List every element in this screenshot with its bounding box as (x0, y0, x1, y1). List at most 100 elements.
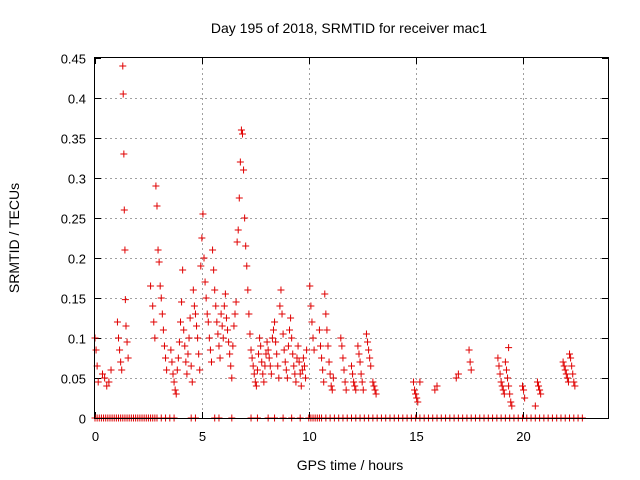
y-tick-label: 0.05 (61, 372, 86, 387)
data-point (113, 318, 121, 326)
data-point (121, 296, 129, 304)
data-point (196, 366, 204, 374)
data-point (414, 398, 422, 406)
data-point (315, 326, 323, 334)
y-tick-label: 0.35 (61, 132, 86, 147)
data-point (327, 382, 335, 390)
data-point (228, 374, 236, 382)
data-point (325, 358, 333, 366)
data-point (288, 334, 296, 342)
data-point (369, 378, 377, 386)
data-point (505, 344, 513, 352)
data-point (101, 374, 109, 382)
data-point (153, 202, 161, 210)
data-point (297, 382, 305, 390)
data-point (317, 342, 325, 350)
data-point (209, 246, 217, 254)
data-point (191, 310, 199, 318)
data-point (189, 286, 197, 294)
data-point (293, 354, 301, 362)
data-point (238, 130, 246, 138)
data-point (413, 394, 421, 402)
data-point (350, 378, 358, 386)
data-point (115, 334, 123, 342)
data-point (190, 302, 198, 310)
data-point (499, 386, 507, 394)
data-point (276, 302, 284, 310)
data-point (566, 350, 574, 358)
data-point (234, 226, 242, 234)
data-point (298, 366, 306, 374)
data-point (245, 310, 253, 318)
data-point (202, 294, 210, 302)
data-point (497, 378, 505, 386)
data-point (187, 362, 195, 370)
data-point (568, 362, 576, 370)
data-point (560, 362, 568, 370)
plot-frame (94, 57, 609, 419)
data-point (563, 374, 571, 382)
data-point (124, 354, 132, 362)
data-point (224, 326, 232, 334)
data-point (193, 322, 201, 330)
data-point (260, 378, 268, 386)
data-point (341, 378, 349, 386)
data-point (324, 342, 332, 350)
data-point (412, 390, 420, 398)
y-tick-label: 0.2 (68, 252, 86, 267)
data-point (225, 338, 233, 346)
data-point (118, 366, 126, 374)
data-point (237, 126, 245, 134)
data-point (354, 342, 362, 350)
y-tick-label: 0.3 (68, 172, 86, 187)
data-point (562, 370, 570, 378)
data-point (243, 262, 251, 270)
data-point (322, 310, 330, 318)
data-point (92, 346, 100, 354)
data-point (279, 330, 287, 338)
y-tick-label: 0.1 (68, 332, 86, 347)
data-point (154, 246, 162, 254)
data-point (152, 182, 160, 190)
data-point (198, 234, 206, 242)
data-point (107, 366, 115, 374)
data-point (519, 382, 526, 390)
data-point (119, 90, 127, 98)
data-point (570, 378, 578, 386)
data-point (536, 386, 544, 394)
data-point (242, 242, 250, 250)
data-point (370, 382, 378, 390)
data-point (495, 362, 503, 370)
data-point (520, 386, 528, 394)
data-point (231, 310, 239, 318)
data-point (303, 346, 311, 354)
data-point (372, 390, 380, 398)
data-point (250, 370, 258, 378)
data-point (367, 362, 375, 370)
data-point (416, 378, 424, 386)
data-point (123, 338, 131, 346)
data-point (178, 298, 186, 306)
data-point (278, 310, 286, 318)
data-point (348, 362, 355, 370)
data-point (222, 314, 230, 322)
chart-title: Day 195 of 2018, SRMTID for receiver mac… (211, 20, 487, 36)
data-point (342, 386, 350, 394)
data-point (167, 346, 175, 354)
data-point (318, 354, 326, 362)
data-point (211, 286, 219, 294)
data-point (296, 370, 304, 378)
data-point (206, 346, 214, 354)
data-point (174, 354, 182, 362)
data-point (465, 346, 473, 354)
data-point (212, 302, 220, 310)
data-point (229, 342, 237, 350)
data-point (275, 374, 283, 382)
data-point (329, 374, 337, 382)
data-point (267, 370, 275, 378)
data-point (120, 206, 128, 214)
data-point (273, 350, 281, 358)
y-tick-label: 0.45 (61, 52, 86, 67)
data-point (357, 370, 365, 378)
